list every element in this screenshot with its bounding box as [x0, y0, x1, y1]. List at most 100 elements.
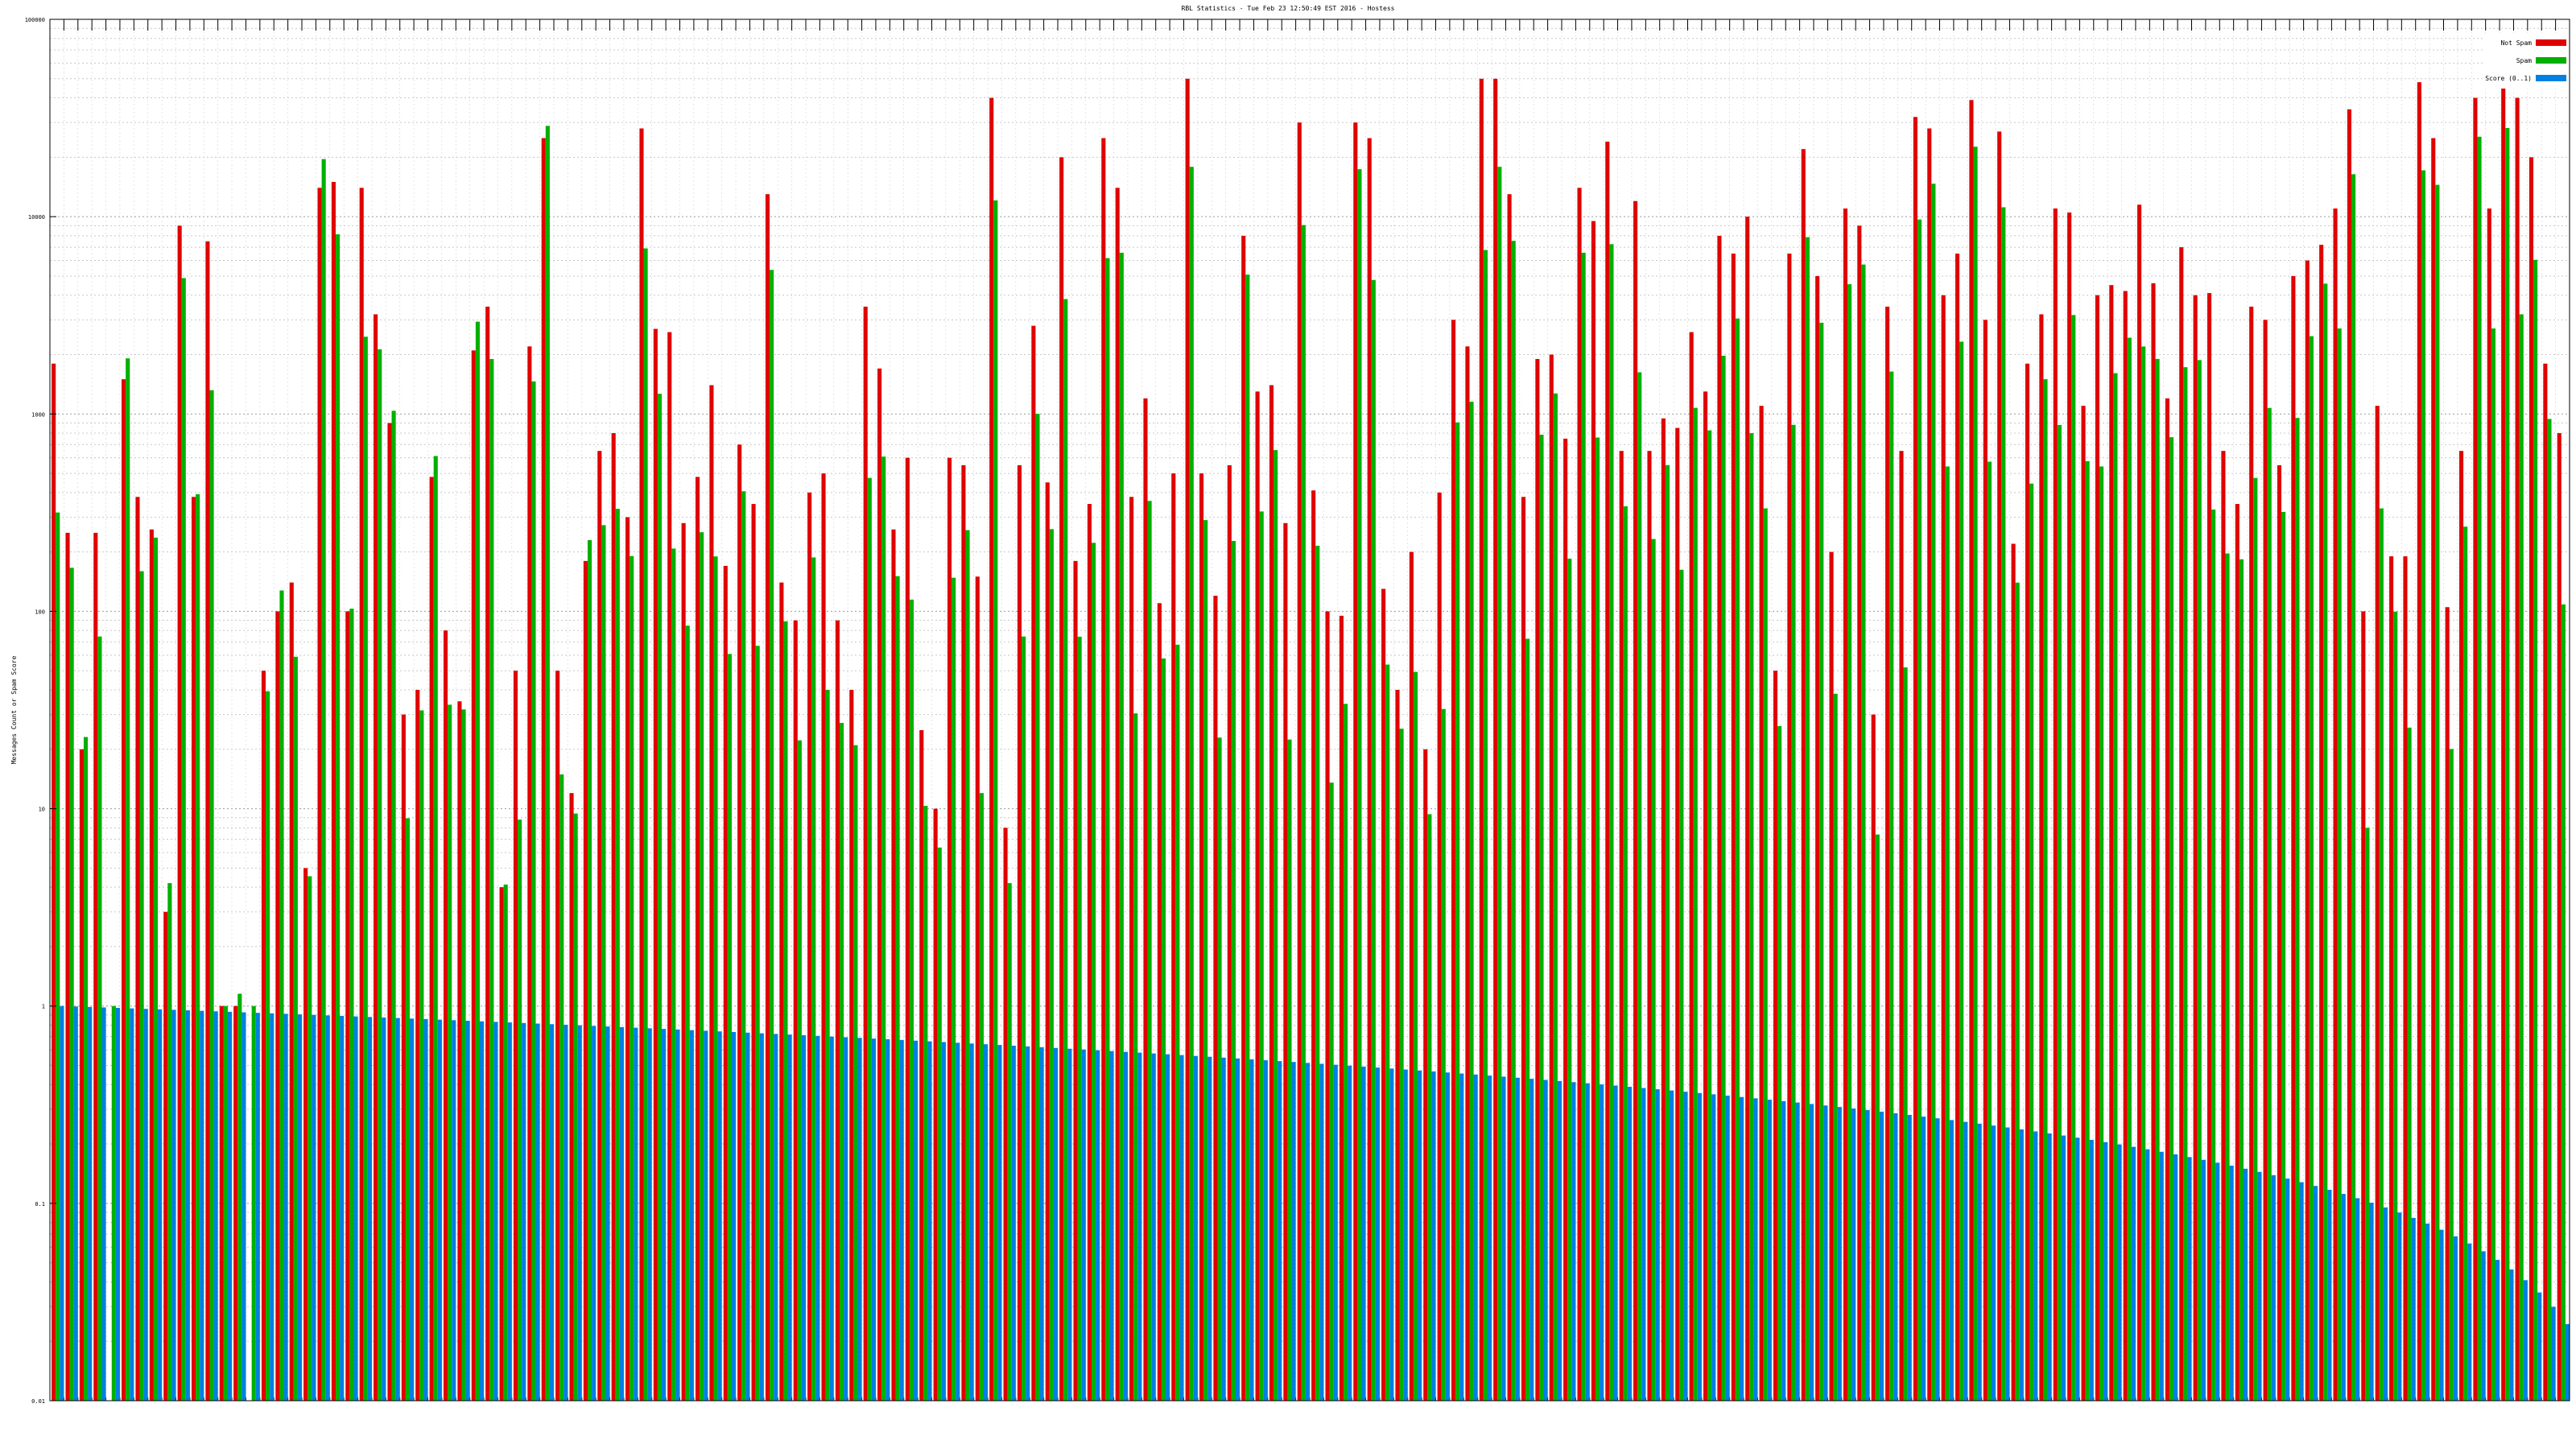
not-spam-bar — [639, 128, 644, 1401]
spam-bar — [1987, 461, 1992, 1401]
spam-bar — [1329, 782, 1334, 1401]
spam-bar — [1889, 371, 1894, 1401]
not-spam-bar — [751, 504, 756, 1401]
spam-bar — [1973, 147, 1978, 1402]
spam-bar — [979, 793, 984, 1401]
not-spam-bar — [2221, 451, 2226, 1401]
not-spam-bar — [1073, 560, 1078, 1401]
score-bar — [675, 1029, 680, 1401]
spam-bar — [2421, 170, 2426, 1401]
spam-bar — [475, 321, 480, 1401]
score-bar — [2495, 1260, 2500, 1401]
not-spam-bar — [1941, 295, 1946, 1402]
not-spam-bar — [709, 385, 714, 1402]
spam-bar — [1077, 636, 1082, 1401]
not-spam-bar — [849, 689, 854, 1401]
not-spam-bar — [1157, 603, 1162, 1401]
not-spam-bar — [1661, 418, 1666, 1401]
not-spam-bar — [989, 97, 994, 1401]
not-spam-bar — [1045, 482, 1050, 1401]
score-bar — [2174, 1154, 2178, 1401]
score-bar — [1431, 1071, 1436, 1401]
legend-not-spam-label: Not Spam — [2500, 39, 2532, 47]
spam-bar — [1483, 250, 1488, 1401]
not-spam-bar — [2067, 212, 2072, 1402]
score-bar — [1291, 1062, 1296, 1401]
score-bar — [2537, 1292, 2542, 1401]
score-bar — [1627, 1087, 1632, 1401]
score-bar — [2467, 1243, 2472, 1401]
score-bar — [899, 1039, 904, 1401]
spam-bar — [1917, 219, 1922, 1402]
score-bar — [1053, 1047, 1059, 1401]
score-bar — [200, 1010, 204, 1401]
score-bar — [1711, 1094, 1716, 1401]
spam-bar — [1189, 167, 1194, 1402]
score-bar — [1123, 1051, 1128, 1401]
score-bar — [1193, 1055, 1198, 1401]
not-spam-bar — [1367, 138, 1372, 1402]
score-bar — [1249, 1059, 1254, 1401]
score-bar — [73, 1006, 78, 1401]
spam-bar — [2057, 424, 2062, 1401]
score-bar — [1418, 1070, 1422, 1401]
not-spam-bar — [2095, 295, 2099, 1402]
spam-bar — [1553, 393, 1558, 1401]
score-bar — [774, 1034, 778, 1401]
spam-bar — [209, 390, 214, 1402]
spam-bar — [2407, 727, 2412, 1401]
score-bar — [2369, 1203, 2374, 1401]
score-bar — [1613, 1085, 1618, 1401]
spam-bar — [2295, 418, 2300, 1401]
score-bar — [1935, 1118, 1940, 1401]
spam-bar — [1371, 279, 1376, 1401]
spam-bar — [2155, 358, 2160, 1401]
not-spam-bar — [401, 714, 406, 1401]
score-bar — [1852, 1108, 1856, 1401]
spam-bar — [1525, 638, 1530, 1401]
score-bar — [1865, 1109, 1870, 1401]
spam-bar — [391, 411, 396, 1401]
not-spam-bar — [1619, 451, 1624, 1401]
score-bar — [2075, 1137, 2080, 1401]
spam-bar — [448, 704, 452, 1401]
not-spam-bar — [1031, 325, 1036, 1401]
not-spam-bar — [443, 630, 448, 1401]
spam-bar — [1735, 318, 1740, 1401]
score-bar — [213, 1011, 218, 1401]
spam-bar — [279, 590, 284, 1401]
spam-bar — [251, 1005, 256, 1401]
not-spam-bar — [1521, 497, 1526, 1401]
score-bar — [2397, 1212, 2402, 1401]
score-bar — [1305, 1063, 1311, 1401]
score-bar — [1389, 1068, 1394, 1401]
spam-bar — [321, 159, 326, 1401]
not-spam-bar — [1745, 217, 1750, 1401]
score-bar — [437, 1019, 442, 1401]
y-tick-label: 1000 — [31, 411, 45, 418]
score-bar — [662, 1029, 667, 1401]
spam-bar — [1007, 883, 1012, 1401]
spam-bar — [1427, 814, 1432, 1401]
spam-bar — [1274, 450, 1278, 1401]
spam-bar — [139, 571, 144, 1401]
score-bar — [1445, 1072, 1450, 1401]
not-spam-bar — [2249, 306, 2254, 1401]
not-spam-bar — [779, 582, 784, 1401]
score-bar — [1137, 1052, 1142, 1401]
spam-bar — [741, 491, 746, 1401]
score-bar — [1530, 1079, 1534, 1401]
not-spam-bar — [1395, 689, 1400, 1401]
not-spam-bar — [1269, 385, 1274, 1402]
not-spam-bar — [1129, 497, 1134, 1401]
not-spam-bar — [2193, 295, 2198, 1402]
not-spam-bar — [2487, 208, 2491, 1401]
score-bar — [1767, 1100, 1772, 1401]
score-bar — [535, 1023, 540, 1401]
spam-bar — [2169, 437, 2174, 1401]
score-bar — [2425, 1224, 2430, 1401]
spam-bar — [461, 709, 466, 1401]
spam-bar — [1259, 511, 1264, 1401]
spam-bar — [783, 621, 788, 1401]
not-spam-bar — [1241, 235, 1246, 1401]
